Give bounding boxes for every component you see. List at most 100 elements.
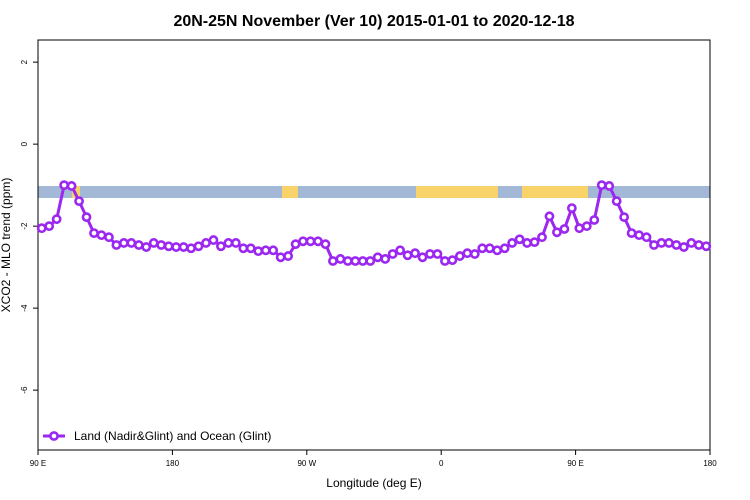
data-point	[380, 254, 391, 264]
data-point	[581, 221, 592, 232]
data-point	[372, 252, 383, 263]
data-point	[268, 245, 279, 256]
data-point	[417, 252, 428, 263]
data-point	[223, 238, 234, 248]
data-point	[163, 241, 174, 252]
data-point	[365, 256, 376, 266]
data-point	[66, 181, 77, 191]
data-point	[260, 245, 271, 256]
data-point	[664, 238, 674, 248]
data-point	[462, 248, 473, 259]
data-point	[611, 196, 622, 207]
x-tick-label: 180	[166, 459, 180, 468]
data-point	[328, 256, 338, 266]
data-point	[171, 242, 182, 252]
data-point	[141, 242, 152, 252]
y-tick-label: -6	[20, 386, 29, 394]
data-point	[566, 203, 577, 213]
data-point	[469, 249, 480, 259]
data-point	[208, 235, 219, 245]
data-point	[559, 224, 570, 234]
y-axis-label: XCO2 - MLO trend (ppm)	[0, 178, 13, 313]
data-point	[671, 240, 682, 250]
data-point	[387, 249, 398, 259]
data-point	[402, 250, 413, 261]
data-point	[305, 236, 316, 247]
data-point	[275, 252, 286, 263]
data-point	[686, 238, 697, 248]
land-ocean-strip	[38, 186, 710, 198]
data-point	[678, 242, 689, 252]
data-point	[126, 238, 137, 248]
data-point	[290, 239, 301, 250]
data-point	[283, 251, 294, 261]
data-point	[230, 238, 241, 248]
data-point	[298, 236, 308, 247]
data-point	[201, 238, 211, 248]
data-point	[440, 256, 450, 266]
data-point	[484, 243, 495, 254]
y-tick-label: -2	[20, 222, 29, 230]
data-point	[148, 238, 159, 248]
legend-label: Land (Nadir&Glint) and Ocean (Glint)	[74, 429, 271, 443]
data-point	[641, 232, 652, 243]
data-point	[432, 249, 443, 259]
data-point	[395, 245, 406, 256]
data-point	[574, 223, 585, 234]
data-point	[51, 214, 62, 225]
data-point	[507, 238, 518, 248]
data-point	[253, 246, 264, 257]
data-point	[342, 256, 353, 266]
data-point	[335, 254, 346, 264]
data-point	[619, 212, 630, 223]
data-point	[529, 237, 540, 248]
data-point	[156, 240, 167, 250]
data-point	[36, 223, 47, 234]
data-point	[104, 232, 114, 243]
data-point	[544, 211, 555, 222]
x-tick-label: 180	[703, 459, 717, 468]
data-point	[492, 245, 503, 256]
data-point	[447, 255, 458, 266]
data-point	[186, 243, 196, 254]
legend-marker	[49, 431, 59, 441]
data-point	[410, 248, 420, 259]
data-point	[111, 240, 122, 250]
data-point	[59, 180, 70, 191]
x-tick-label: 0	[439, 459, 444, 468]
y-tick-label: -4	[20, 304, 29, 312]
data-point	[313, 236, 323, 247]
data-point	[656, 238, 667, 248]
data-point	[357, 256, 368, 266]
data-point	[552, 227, 562, 238]
data-point	[454, 251, 465, 261]
data-point	[245, 243, 256, 254]
x-tick-label: 90 E	[567, 459, 583, 468]
data-point	[477, 243, 488, 254]
data-point	[238, 243, 249, 254]
data-point	[216, 241, 226, 252]
x-tick-label: 90 E	[30, 459, 46, 468]
data-point	[44, 221, 55, 232]
data-point	[604, 181, 615, 191]
data-point	[649, 240, 659, 250]
data-point	[320, 239, 331, 250]
data-point	[522, 238, 532, 248]
data-point	[89, 228, 99, 239]
chart-title: 20N-25N November (Ver 10) 2015-01-01 to …	[173, 13, 574, 30]
y-tick-label: 0	[20, 141, 29, 146]
data-point	[74, 196, 84, 207]
x-tick-label: 90 W	[297, 459, 316, 468]
data-point	[693, 240, 704, 250]
data-point	[81, 212, 92, 223]
data-point	[118, 238, 129, 248]
data-point	[96, 230, 107, 241]
x-axis-label: Longitude (deg E)	[326, 476, 421, 490]
data-point	[350, 256, 361, 266]
data-point	[133, 240, 144, 250]
data-point	[596, 180, 607, 191]
data-point	[537, 232, 547, 243]
data-point	[634, 230, 644, 241]
